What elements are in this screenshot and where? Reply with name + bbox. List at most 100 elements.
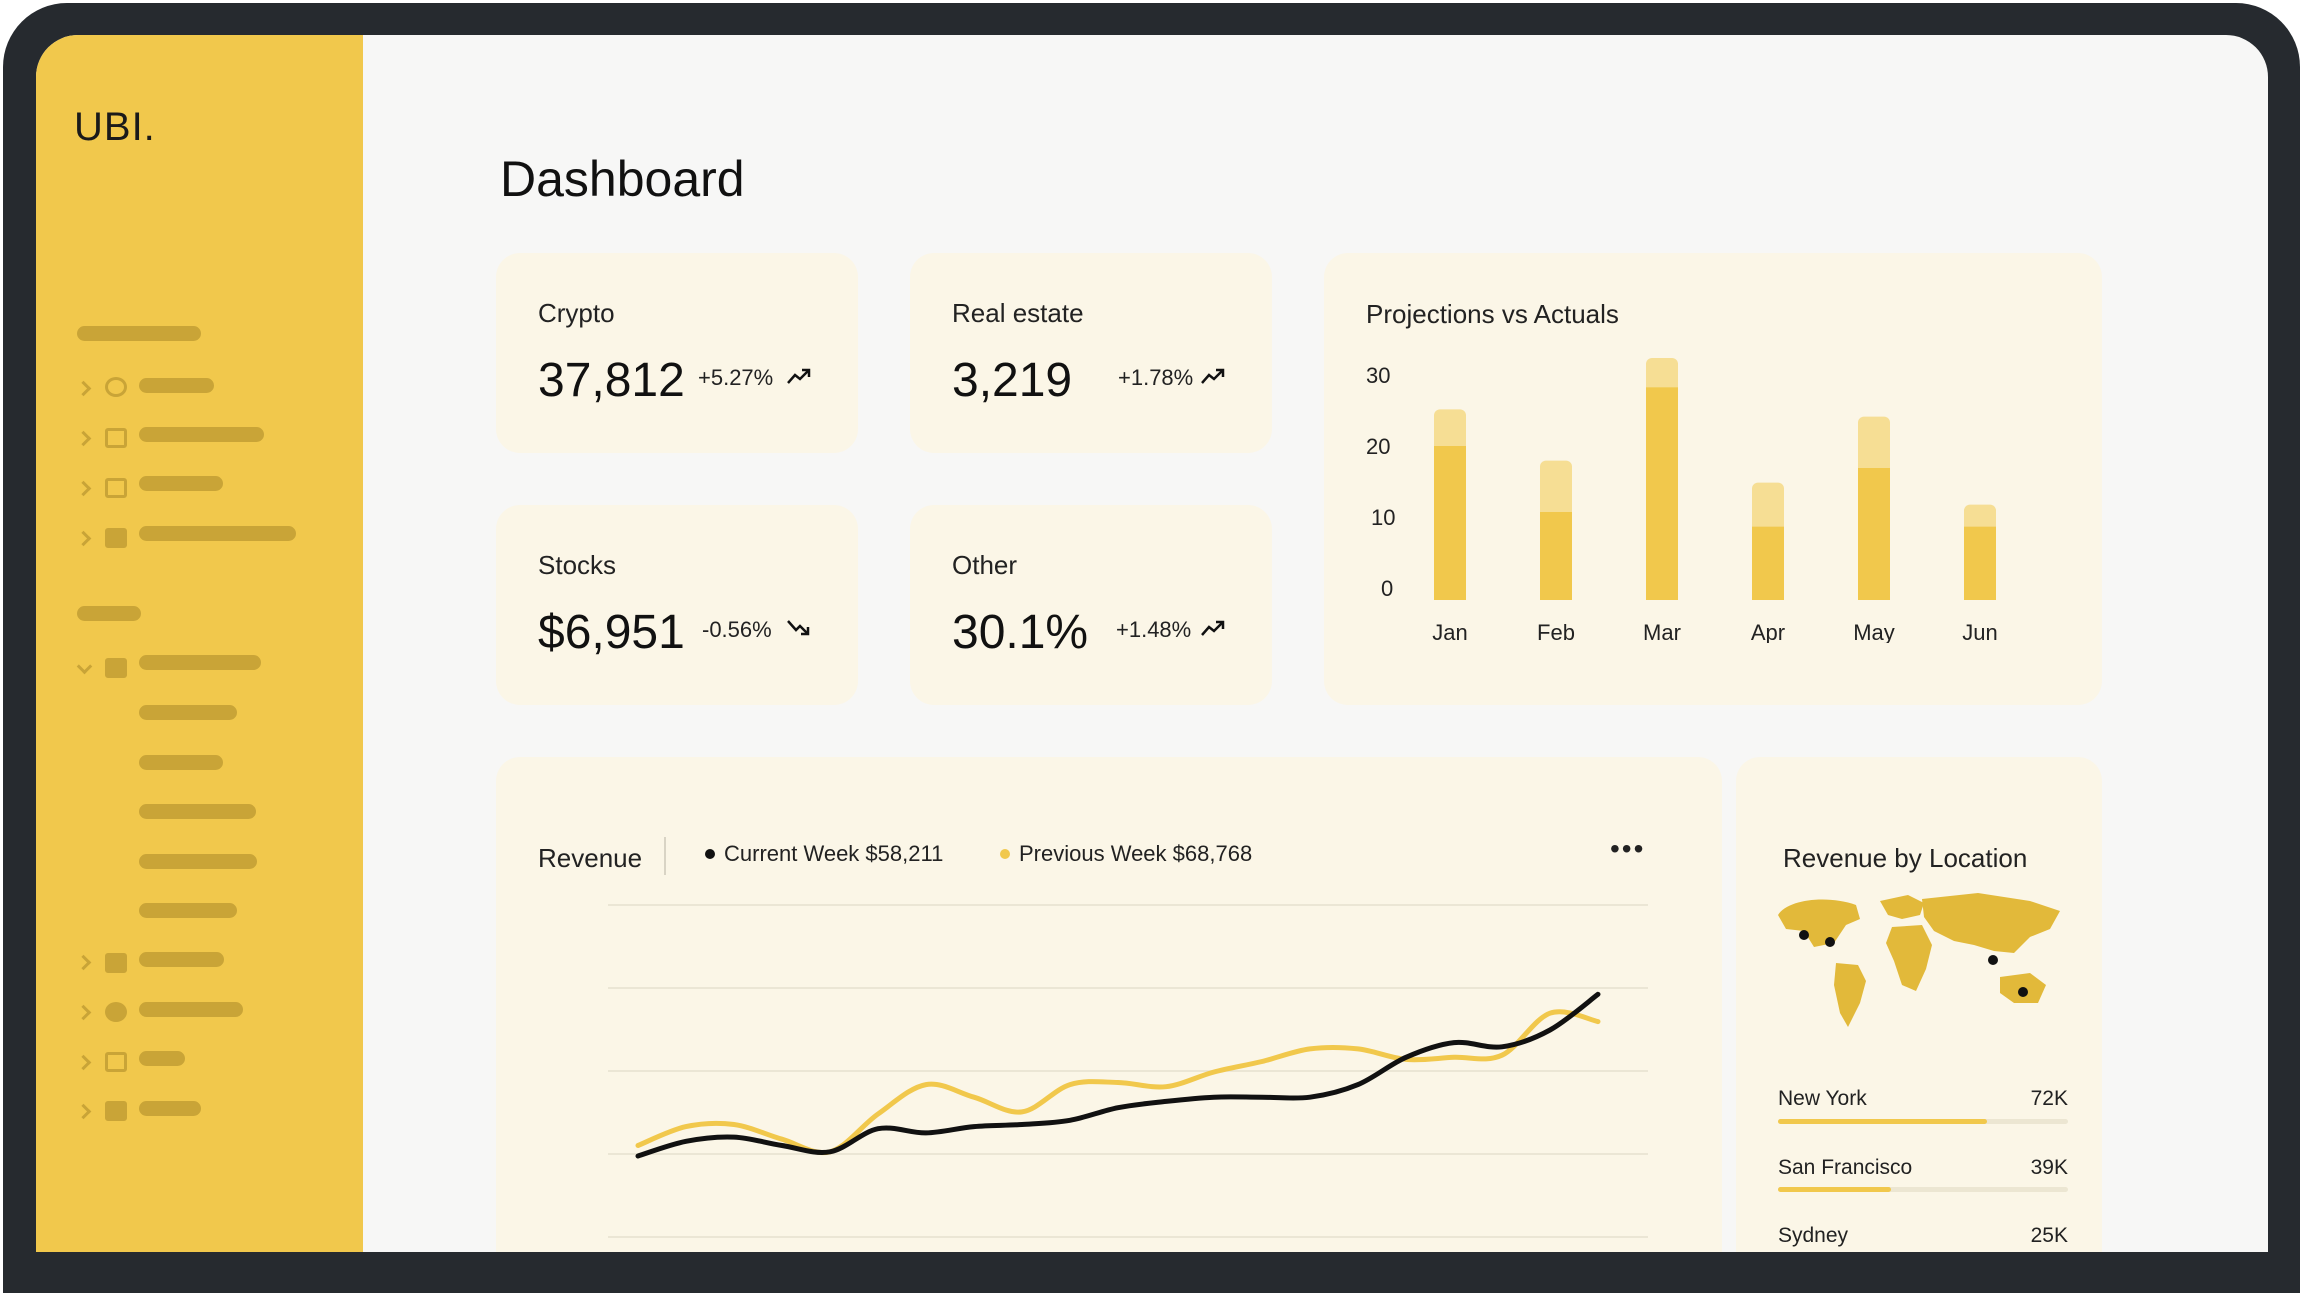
chevron-right-icon[interactable]: [75, 530, 92, 547]
sidebar-section-header: [77, 326, 201, 341]
bar-actual-mar[interactable]: [1646, 387, 1678, 600]
location-value: 72K: [2030, 1087, 2068, 1110]
trend-up-icon: [1201, 620, 1225, 636]
legend-dot-current: [705, 849, 715, 859]
brand-logo[interactable]: UBI.: [74, 105, 156, 149]
revenue-line-chart: [608, 904, 1648, 1238]
y-tick-label: 20: [1366, 434, 1391, 459]
legend-current-week[interactable]: Current Week $58,211: [724, 841, 944, 866]
chevron-right-icon[interactable]: [75, 480, 92, 497]
x-tick-label: Mar: [1643, 620, 1681, 643]
sidebar-item-label: [139, 378, 214, 393]
bar-actual-may[interactable]: [1858, 468, 1890, 600]
bar-actual-jun[interactable]: [1964, 526, 1996, 600]
revenue-card: Revenue Current Week $58,211 Previous We…: [496, 757, 1722, 1252]
id-card-icon: [105, 953, 127, 973]
stat-change: +1.78%: [1118, 365, 1194, 390]
trend-up-icon: [787, 368, 811, 384]
legend-previous-week[interactable]: Previous Week $68,768: [1019, 841, 1253, 866]
sidebar-subitem[interactable]: [139, 903, 237, 918]
inbox-icon: [105, 428, 127, 448]
location-name: New York: [1778, 1087, 1867, 1110]
page-title: Dashboard: [500, 151, 745, 207]
stat-change: +5.27%: [698, 365, 774, 390]
location-value: 39K: [2030, 1156, 2068, 1179]
sidebar-item-label: [139, 427, 264, 442]
location-name: San Francisco: [1778, 1156, 1913, 1179]
chevron-right-icon[interactable]: [75, 1054, 92, 1071]
chevron-right-icon[interactable]: [75, 380, 92, 397]
trend-down-icon: [787, 620, 810, 636]
sidebar-subitem[interactable]: [139, 804, 256, 819]
stat-card-stocks[interactable]: Stocks $6,951 -0.56%: [496, 505, 858, 705]
screen: UBI.: [36, 35, 2268, 1252]
pie-chart-icon: [105, 377, 127, 397]
location-bar-fill: [1778, 1187, 1892, 1192]
location-value: 25K: [2030, 1224, 2068, 1247]
stat-value: 30.1%: [952, 606, 1089, 659]
stat-value: 3,219: [952, 354, 1073, 407]
sidebar-item-label: [139, 1002, 243, 1017]
location-name: Sydney: [1778, 1224, 1849, 1247]
y-tick-label: 10: [1371, 505, 1396, 530]
stat-card-other[interactable]: Other 30.1% +1.48%: [910, 505, 1272, 705]
x-tick-label: May: [1853, 620, 1895, 643]
chevron-right-icon[interactable]: [75, 430, 92, 447]
bar-actual-apr[interactable]: [1752, 526, 1784, 600]
stat-card-real-estate[interactable]: Real estate 3,219 +1.78%: [910, 253, 1272, 453]
stat-card-crypto[interactable]: Crypto 37,812 +5.27%: [496, 253, 858, 453]
series-line-previous-week[interactable]: [635, 1009, 1601, 1156]
device-frame: UBI.: [3, 3, 2300, 1293]
chart-title: Projections vs Actuals: [1366, 299, 1619, 329]
y-tick-label: 30: [1366, 363, 1391, 388]
chevron-right-icon[interactable]: [75, 1004, 92, 1021]
trend-up-icon: [1201, 368, 1225, 384]
stat-change: -0.56%: [702, 617, 772, 642]
book-icon: [105, 528, 127, 548]
bar-actual-feb[interactable]: [1540, 512, 1572, 600]
sidebar-item-label: [139, 1051, 185, 1066]
sidebar-subitem[interactable]: [139, 854, 257, 869]
sidebar-item-label: [139, 655, 261, 670]
world-map-icon: [1778, 893, 2060, 1027]
sidebar: UBI.: [36, 35, 363, 1252]
projections-card: Projections vs Actuals 30 20 10 0 Jan Feb…: [1324, 253, 2102, 705]
location-card: Revenue by Location New York 72K San Fra…: [1736, 757, 2102, 1252]
x-tick-label: Jun: [1962, 620, 1997, 643]
sidebar-item-label: [139, 952, 224, 967]
stat-label: Real estate: [952, 298, 1084, 328]
stat-label: Other: [952, 550, 1018, 580]
legend-dot-previous: [1000, 849, 1010, 859]
sidebar-subitem[interactable]: [139, 705, 237, 720]
chart-title: Revenue by Location: [1783, 843, 2028, 873]
sidebar-section-header: [77, 606, 141, 621]
users-icon: [105, 1002, 127, 1022]
stat-label: Crypto: [538, 298, 615, 328]
folder-icon: [105, 478, 127, 498]
more-options-icon[interactable]: •••: [1610, 833, 1646, 864]
chat-icon: [105, 1101, 127, 1121]
sidebar-subitem[interactable]: [139, 755, 223, 770]
chevron-down-icon[interactable]: [76, 658, 93, 675]
stat-value: $6,951: [538, 606, 685, 659]
series-line-current-week[interactable]: [635, 991, 1601, 1159]
sidebar-item-label: [139, 476, 223, 491]
profile-icon: [105, 658, 127, 678]
y-tick-label: 0: [1381, 576, 1394, 601]
chevron-right-icon[interactable]: [75, 1103, 92, 1120]
location-bar-track: [1778, 1187, 2068, 1192]
x-tick-label: Feb: [1537, 620, 1575, 643]
projections-bar-chart: Jan Feb Mar Apr May Jun: [1432, 358, 1998, 643]
legend-divider: [664, 837, 666, 875]
sidebar-item-label: [139, 1101, 201, 1116]
chart-title: Revenue: [538, 843, 643, 873]
chevron-right-icon[interactable]: [75, 954, 92, 971]
bar-actual-jan[interactable]: [1434, 446, 1466, 600]
document-icon: [105, 1052, 127, 1072]
stat-change: +1.48%: [1116, 617, 1192, 642]
x-tick-label: Apr: [1751, 620, 1785, 643]
stat-label: Stocks: [538, 550, 617, 580]
location-bar-fill: [1778, 1119, 1987, 1124]
x-tick-label: Jan: [1432, 620, 1467, 643]
sidebar-item-label: [139, 526, 296, 541]
